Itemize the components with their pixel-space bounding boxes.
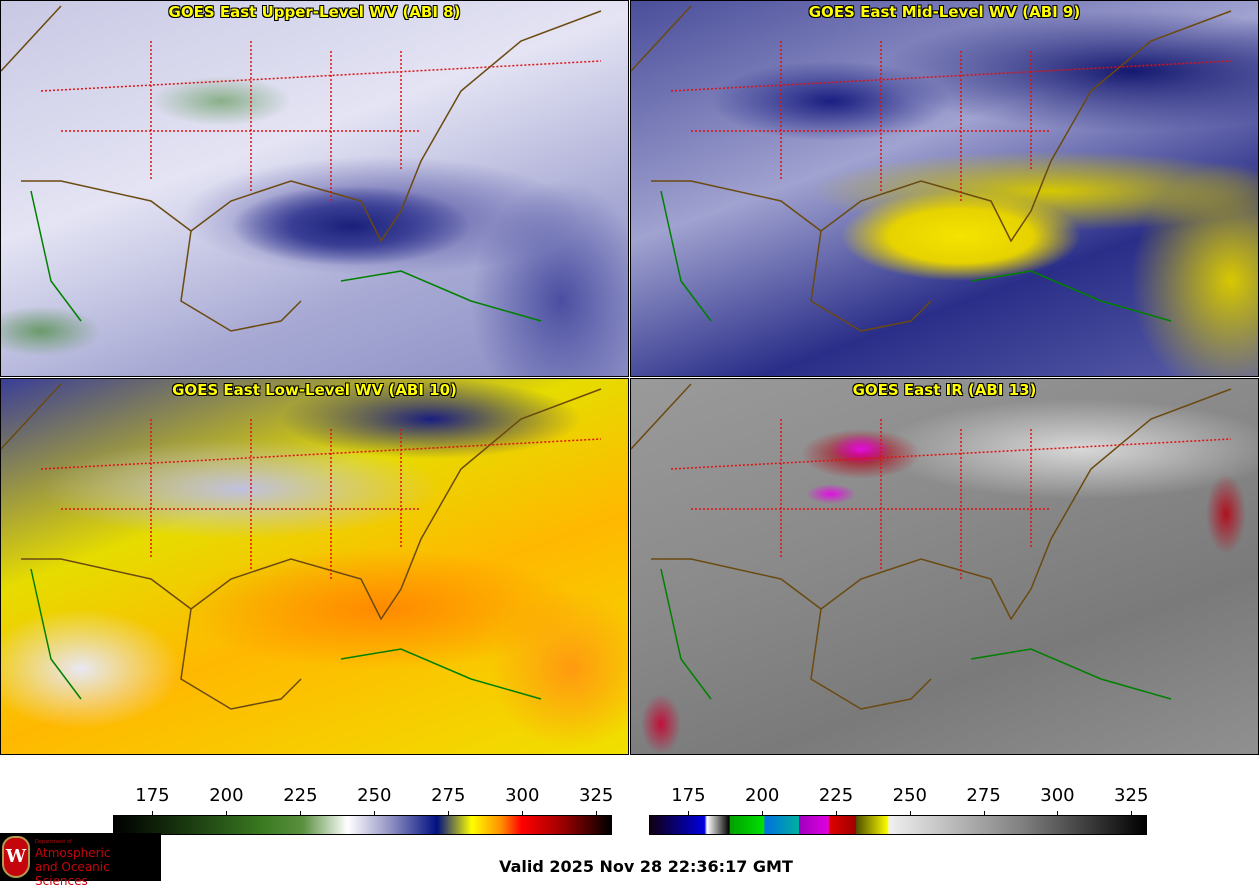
colorbar-tick-label: 325 (1114, 785, 1149, 806)
colorbar-tick-label: 275 (966, 785, 1001, 806)
colorbar-tick (152, 811, 154, 816)
panel-mid-level-wv: GOES East Mid-Level WV (ABI 9) (630, 0, 1259, 377)
colorbar-tick-label: 325 (579, 785, 614, 806)
panel-title: GOES East Mid-Level WV (ABI 9) (808, 3, 1081, 21)
colorbar-infrared: 175 200 225 250 275 300 325 (649, 785, 1148, 835)
panel-title: GOES East IR (ABI 13) (852, 381, 1037, 399)
colorbar-tick (762, 811, 764, 816)
logo-line2: Atmospheric (35, 846, 111, 860)
colorbar-tick-label: 200 (209, 785, 244, 806)
colorbar-tick-label: 300 (1040, 785, 1075, 806)
colorbar-tick-label: 250 (357, 785, 392, 806)
uw-crest-icon: W (2, 836, 30, 878)
colorbar-tick-label: 175 (671, 785, 706, 806)
map-borders (631, 383, 1232, 710)
colorbar-tick-label: 175 (135, 785, 170, 806)
panel-title: GOES East Upper-Level WV (ABI 8) (168, 3, 461, 21)
colorbar-tick-label: 250 (892, 785, 927, 806)
colorbar-tick (909, 811, 911, 816)
colorbar-tick-label: 275 (431, 785, 466, 806)
colorbar-tick (688, 811, 690, 816)
colorbar-tick (300, 811, 302, 816)
panel-upper-level-wv: GOES East Upper-Level WV (ABI 8) (0, 0, 629, 377)
map-borders (631, 5, 1232, 332)
colorbar-tick (836, 811, 837, 816)
valid-time: Valid 2025 Nov 28 22:36:17 GMT (499, 857, 793, 876)
panel-low-level-wv: GOES East Low-Level WV (ABI 10) (0, 378, 629, 755)
panel-infrared: GOES East IR (ABI 13) (630, 378, 1259, 755)
colorbar-tick-label: 200 (745, 785, 780, 806)
colorbar-tick (596, 811, 598, 816)
colorbar-tick (522, 811, 524, 816)
colorbar-water-vapor: 175 200 225 250 275 300 325 (113, 785, 613, 835)
panel-title: GOES East Low-Level WV (ABI 10) (172, 381, 457, 399)
colorbar-tick (983, 811, 985, 816)
colorbar-tick-label: 225 (283, 785, 318, 806)
colorbar-tick (374, 811, 376, 816)
logo-line1: Department of (35, 839, 72, 845)
colorbar-tick (1131, 811, 1133, 816)
colorbar-tick (448, 811, 450, 816)
map-borders (1, 383, 602, 710)
colorbar-tick-label: 225 (818, 785, 854, 806)
map-borders (1, 5, 602, 332)
colorbar-tick (226, 811, 228, 816)
colorbar-tick (1057, 811, 1059, 816)
colorbar-tick-label: 300 (505, 785, 540, 806)
